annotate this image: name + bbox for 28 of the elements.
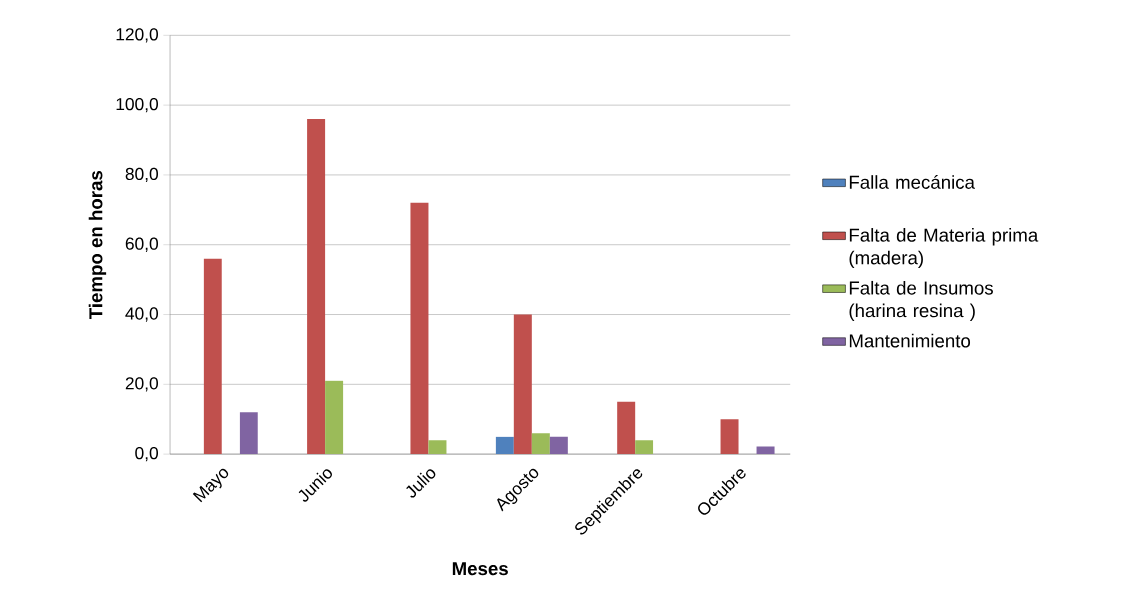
y-tick-label: 20,0 [125, 377, 158, 392]
bar [549, 436, 568, 455]
bar [239, 412, 258, 455]
bar [307, 119, 326, 455]
bar [325, 380, 344, 455]
y-axis-title: Tiempo en horas [88, 170, 107, 319]
legend-label: Mantenimiento [849, 333, 971, 348]
legend-label: Falta de Insumos (harina resina ) [849, 280, 993, 321]
x-tick-label: Julio [406, 469, 436, 498]
y-tick-label: 40,0 [125, 307, 158, 322]
y-tick-label: 100,0 [116, 97, 158, 113]
bar [410, 202, 429, 455]
legend-label: Falla mecánica [849, 174, 975, 189]
bar [720, 419, 739, 455]
bar [635, 440, 654, 455]
y-tick-label: 120,0 [116, 28, 158, 43]
y-tick-label: 0,0 [135, 446, 159, 462]
bar [617, 401, 636, 455]
x-axis-title: Meses [452, 562, 508, 576]
legend-label: Falta de Materia prima (madera) [849, 227, 1039, 269]
bar [756, 446, 775, 455]
bar [495, 436, 514, 455]
bar [513, 314, 532, 455]
bar [428, 440, 447, 455]
bar [531, 433, 550, 455]
bar [203, 258, 222, 455]
y-tick-label: 80,0 [125, 167, 158, 183]
y-tick-label: 60,0 [125, 237, 158, 252]
